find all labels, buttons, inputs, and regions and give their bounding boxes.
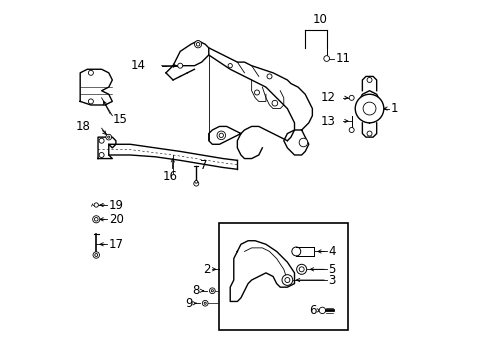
Circle shape [219,133,223,138]
Text: 16: 16 [162,170,177,183]
Circle shape [366,77,371,82]
Circle shape [217,131,225,140]
Circle shape [193,181,198,186]
Text: 18: 18 [76,120,91,133]
Text: 19: 19 [108,198,123,212]
Circle shape [99,138,104,143]
Bar [219,223,347,330]
Circle shape [266,74,271,79]
Circle shape [88,99,93,104]
Text: 3: 3 [328,274,335,287]
Circle shape [196,42,200,46]
Text: 6: 6 [309,304,316,317]
Text: 15: 15 [112,113,127,126]
Circle shape [194,41,201,48]
Text: 12: 12 [320,91,335,104]
Circle shape [211,290,213,292]
Circle shape [319,307,325,314]
Circle shape [271,100,277,106]
Circle shape [203,302,206,304]
Circle shape [282,275,292,285]
Circle shape [202,300,207,306]
Circle shape [354,94,383,123]
Text: 20: 20 [108,213,123,226]
Text: 10: 10 [312,13,326,26]
Circle shape [227,64,232,68]
Text: 4: 4 [328,245,335,258]
Circle shape [285,278,289,283]
Circle shape [291,247,300,256]
Circle shape [323,56,329,62]
Circle shape [94,217,98,221]
Text: 2: 2 [203,263,210,276]
Circle shape [366,131,371,136]
Text: 14: 14 [130,59,145,72]
Circle shape [88,70,93,75]
Circle shape [348,127,353,132]
Circle shape [106,134,111,140]
Text: 1: 1 [389,102,397,115]
Circle shape [299,267,304,272]
Circle shape [254,90,259,95]
Circle shape [94,203,98,207]
Circle shape [209,288,215,294]
Circle shape [296,264,306,274]
Circle shape [363,102,375,115]
Circle shape [93,252,99,258]
Text: 13: 13 [320,114,335,127]
Circle shape [194,180,197,183]
Circle shape [93,216,100,223]
Bar [296,247,313,256]
Text: 5: 5 [328,263,335,276]
Circle shape [299,138,307,147]
Circle shape [107,136,110,138]
Circle shape [99,153,104,157]
Text: 7: 7 [200,159,207,172]
Circle shape [95,253,98,256]
Text: 11: 11 [335,52,350,65]
Text: 8: 8 [192,284,200,297]
Text: 17: 17 [108,238,123,251]
Text: 9: 9 [185,297,192,310]
Circle shape [177,63,183,68]
Circle shape [348,95,353,100]
